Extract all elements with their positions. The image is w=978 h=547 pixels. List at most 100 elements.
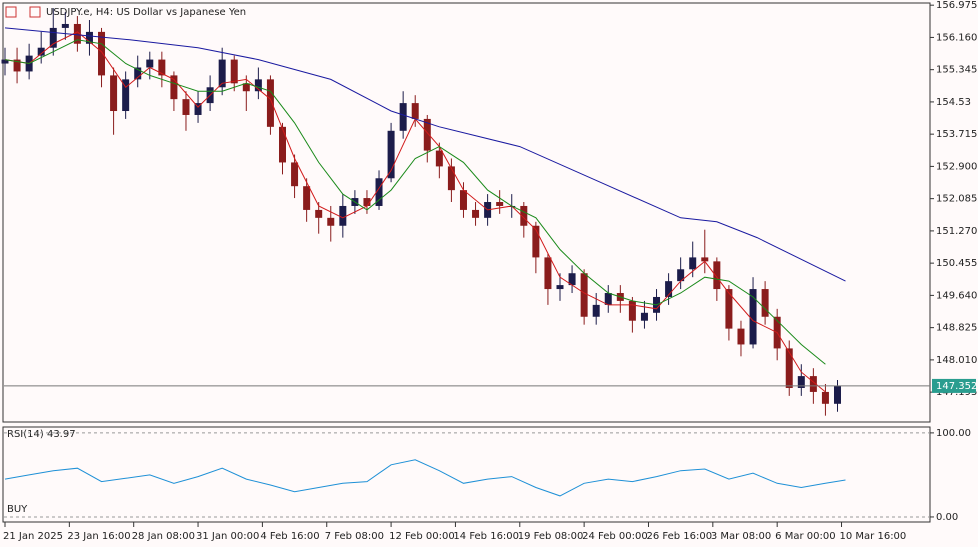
candle-body (809, 376, 817, 392)
candle-body (49, 27, 57, 48)
y-tick-label: 156.975 (936, 0, 977, 11)
rsi-title: RSI(14) 43.97 (7, 429, 76, 440)
candle-body (158, 59, 166, 76)
candle-body (689, 257, 697, 270)
candle-body (134, 67, 142, 80)
candle-body (496, 202, 504, 206)
x-tick-label: 31 Jan 00:00 (196, 531, 259, 542)
x-tick-label: 4 Feb 16:00 (260, 531, 319, 542)
y-tick-label: 148.825 (936, 323, 977, 334)
candle-body (230, 59, 238, 84)
x-tick-label: 24 Feb 00:00 (582, 531, 648, 542)
candle-body (73, 23, 81, 44)
candle-body (327, 217, 335, 226)
x-tick-label: 7 Feb 08:00 (325, 531, 384, 542)
candle-body (85, 31, 93, 44)
rsi-frame (2, 426, 931, 523)
y-tick-label: 155.345 (936, 65, 977, 76)
candle-body (532, 225, 540, 258)
candle-body (821, 391, 829, 404)
x-tick-label: 3 Mar 08:00 (711, 531, 771, 542)
candle-body (568, 273, 576, 286)
candle-body (592, 304, 600, 317)
candle-body (37, 47, 45, 56)
icon (5, 6, 17, 18)
current-price-box (932, 378, 976, 393)
candle-body (640, 312, 648, 321)
candle-body (13, 59, 21, 72)
y-tick-label: 0.00 (936, 512, 958, 523)
candle-body (556, 285, 564, 290)
x-tick-label: 10 Mar 16:00 (840, 531, 907, 542)
candle-body (785, 348, 793, 388)
y-tick-label: 151.270 (936, 226, 977, 237)
x-tick-label: 26 Feb 16:00 (646, 531, 712, 542)
y-tick-label: 149.640 (936, 290, 977, 301)
candle-body (725, 289, 733, 329)
y-tick-label: 153.715 (936, 129, 977, 140)
y-tick-label: 154.53 (936, 97, 971, 108)
x-tick-label: 19 Feb 08:00 (518, 531, 584, 542)
candle-body (122, 79, 130, 112)
candle-body (242, 83, 250, 92)
x-tick-label: 12 Feb 00:00 (389, 531, 455, 542)
candle-body (375, 178, 383, 206)
candle-body (110, 75, 118, 112)
x-tick-label: 14 Feb 16:00 (453, 531, 519, 542)
candle-body (701, 257, 709, 262)
candle-body (435, 150, 443, 167)
y-tick-label: 156.160 (936, 32, 977, 43)
y-tick-label: 152.085 (936, 194, 977, 205)
candle-body (315, 209, 323, 218)
y-tick-label: 100.00 (936, 428, 971, 439)
candle-body (749, 289, 757, 345)
x-tick-label: 6 Mar 00:00 (775, 531, 835, 542)
candle-body (628, 300, 636, 321)
candle-body (411, 103, 419, 119)
candle-body (580, 273, 588, 317)
candle-body (604, 293, 612, 305)
candle-body (520, 205, 528, 226)
x-tick-label: 21 Jan 2025 (3, 531, 63, 542)
candle-body (194, 103, 202, 115)
candle-body (146, 59, 154, 68)
candle-body (279, 126, 286, 163)
candle-body (834, 385, 841, 404)
icon (29, 6, 41, 18)
candle-body (459, 190, 467, 210)
candle-body (677, 269, 685, 282)
candle-body (472, 209, 480, 218)
candle-body (170, 75, 178, 100)
rsi-line (4, 459, 846, 497)
candle-body (98, 31, 106, 76)
candle-body (399, 103, 407, 131)
candle-body (303, 186, 311, 210)
x-tick-label: 23 Jan 16:00 (67, 531, 130, 542)
candle-body (761, 289, 769, 317)
candle-body (182, 99, 190, 115)
current-price-label: 147.352 (936, 381, 977, 392)
candle-body (797, 376, 805, 388)
y-tick-label: 150.455 (936, 258, 977, 269)
signal-label: BUY (7, 504, 28, 515)
candle-body (291, 162, 299, 187)
y-tick-label: 148.010 (936, 355, 977, 366)
candle-body (447, 166, 455, 191)
candle-body (218, 59, 226, 88)
chart-title: USDJPY.e, H4: US Dollar vs Japanese Yen (46, 7, 246, 18)
candle-body (254, 79, 262, 92)
candle-body (387, 130, 395, 179)
candle-body (423, 118, 431, 151)
main-frame (2, 2, 931, 423)
x-tick-label: 28 Jan 08:00 (132, 531, 195, 542)
candle-body (363, 198, 371, 206)
candle-body (665, 281, 673, 297)
candle-body (266, 79, 274, 127)
candle-body (713, 261, 721, 290)
candle-body (737, 328, 745, 345)
moving-average (4, 27, 846, 282)
candle-body (544, 257, 552, 290)
